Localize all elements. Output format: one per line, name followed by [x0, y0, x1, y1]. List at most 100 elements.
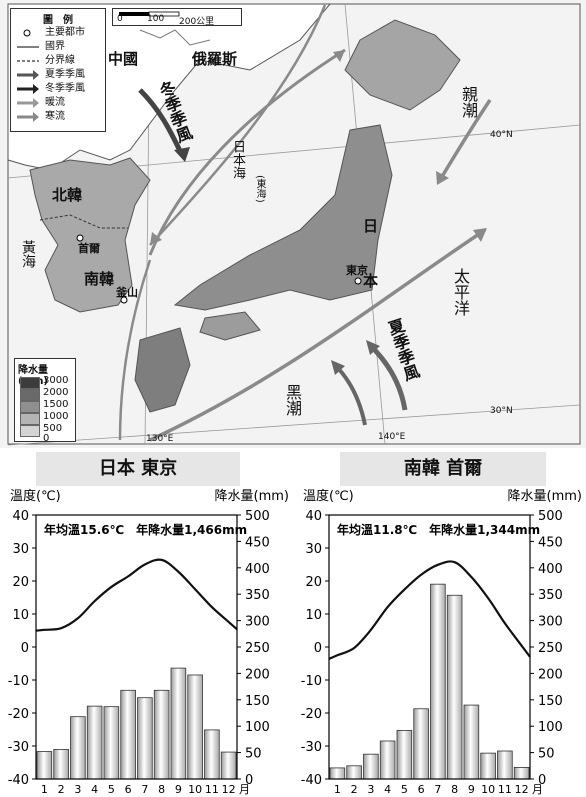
- legend-item: 暖流: [17, 96, 65, 109]
- month-tick-label: 10: [188, 783, 202, 796]
- scale-bar-graphic: [119, 11, 180, 17]
- precipitation-bar: [204, 729, 220, 780]
- oyashio-current-arrowhead: [436, 171, 449, 185]
- precipitation-bar: [153, 689, 170, 780]
- precipitation-bar: [329, 767, 346, 780]
- longitude-140-label: 140°E: [378, 432, 406, 442]
- right-tick-label: 400: [245, 562, 270, 577]
- precipitation-bar: [497, 750, 513, 780]
- right-tick-label: 250: [538, 641, 563, 656]
- left-tick-label: 10: [305, 608, 322, 623]
- precipitation-swatch: [20, 413, 40, 425]
- legend-item: 主要都市: [17, 26, 85, 39]
- precipitation-swatch: [20, 425, 40, 437]
- month-tick-label: 1: [41, 783, 48, 796]
- temperature-line: [35, 558, 238, 632]
- precipitation-bar: [446, 594, 463, 780]
- korea-demarcation-line: [39, 214, 128, 229]
- korean-peninsula: [29, 157, 151, 313]
- left-tick-label: 0: [314, 641, 322, 656]
- kuroshio-warm-current: [149, 228, 486, 442]
- summer-monsoon-arrowhead-2: [331, 360, 345, 375]
- light-arrow-icon: [17, 98, 39, 108]
- precipitation-swatch: [20, 377, 40, 389]
- legend-item-label: 國界: [45, 41, 65, 52]
- precipitation-bar: [396, 730, 413, 780]
- legend-item: 冬季季風: [17, 82, 85, 95]
- right-tick-label: 150: [538, 694, 563, 709]
- shikoku: [199, 311, 261, 341]
- precipitation-bar: [346, 765, 362, 780]
- precipitation-bar: [103, 706, 120, 780]
- chart-annotation: 年均溫11.8℃ 年降水量1,344mm: [337, 522, 540, 537]
- hokkaido: [344, 19, 461, 111]
- oyashio-label: 親潮: [459, 86, 478, 118]
- scale-tick: 200公里: [179, 17, 215, 27]
- month-tick-label: 10: [481, 783, 495, 796]
- plot-frame: [328, 514, 531, 780]
- tsushima-current-arrowhead: [333, 50, 345, 62]
- precipitation-level: 2000: [43, 387, 69, 398]
- left-tick-label: -10: [301, 674, 322, 689]
- right-tick-label: 0: [538, 773, 546, 788]
- month-tick-label: 7: [141, 783, 148, 796]
- right-tick-label: 200: [245, 667, 270, 682]
- precipitation-bar: [86, 705, 103, 780]
- south-korea-label: 南韓: [84, 270, 115, 288]
- russia-label: 俄羅斯: [192, 50, 238, 68]
- legend-item: 分界線: [17, 54, 75, 67]
- latitude-40-label: 40°N: [490, 130, 513, 140]
- scale-bar: 0 100 200公里: [112, 8, 242, 27]
- left-tick-label: 20: [305, 575, 322, 590]
- precipitation-bar: [513, 766, 530, 780]
- right-tick-label: 250: [245, 641, 270, 656]
- left-tick-label: 30: [12, 542, 29, 557]
- kuroshio-label: 黑潮: [283, 384, 302, 416]
- left-tick-label: -30: [301, 740, 322, 755]
- north-korea-label: 北韓: [52, 186, 83, 204]
- left-tick-label: -20: [8, 707, 29, 722]
- busan-marker: [120, 296, 128, 304]
- left-axis-title: 溫度(℃): [303, 488, 354, 504]
- left-tick-label: -20: [301, 707, 322, 722]
- left-tick-label: 0: [21, 641, 29, 656]
- legend-item: 夏季季風: [17, 68, 85, 81]
- summer-monsoon-arrowhead: [366, 340, 380, 355]
- precipitation-bar: [363, 753, 379, 780]
- precipitation-bar: [379, 740, 396, 780]
- right-tick-label: 400: [538, 562, 563, 577]
- month-tick-label: 2: [58, 783, 65, 796]
- china-label: 中國: [108, 50, 139, 68]
- legend-item-label: 冬季季風: [45, 83, 85, 94]
- precipitation-bar: [70, 716, 86, 780]
- dark-arrow-icon: [17, 84, 39, 94]
- month-tick-label: 4: [91, 783, 98, 796]
- right-tick-label: 100: [538, 720, 563, 735]
- busan-label: 釜山: [116, 286, 138, 299]
- precipitation-bar: [430, 583, 446, 780]
- precipitation-legend: 降水量(mm) 3000 2000 1500 1000 500 0: [14, 358, 76, 444]
- right-tick-label: 50: [538, 747, 555, 762]
- month-tick-label: 3: [367, 783, 374, 796]
- x-axis-unit-label: 月: [239, 783, 250, 796]
- right-tick-label: 0: [245, 773, 253, 788]
- left-tick-label: 40: [305, 509, 322, 524]
- precipitation-bar: [480, 752, 496, 780]
- latitude-30-label: 30°N: [490, 406, 513, 416]
- winter-monsoon-arrow: [138, 88, 185, 157]
- right-tick-label: 350: [245, 588, 270, 603]
- precipitation-bar: [170, 667, 187, 780]
- liman-current-arrowhead: [150, 232, 162, 245]
- month-tick-label: 9: [468, 783, 475, 796]
- sea-of-japan-label: 日本海: [230, 140, 245, 179]
- right-tick-label: 300: [538, 615, 563, 630]
- longitude-130-label: 130°E: [146, 434, 174, 444]
- tokyo-chart-header: 日本 東京: [36, 452, 240, 486]
- precipitation-bar: [137, 697, 153, 780]
- month-tick-label: 5: [401, 783, 408, 796]
- light-arrow-icon: [17, 112, 39, 122]
- month-tick-label: 8: [451, 783, 458, 796]
- pacific-label: 太平洋: [451, 268, 470, 316]
- precipitation-bar: [463, 704, 480, 780]
- month-tick-label: 11: [498, 783, 512, 796]
